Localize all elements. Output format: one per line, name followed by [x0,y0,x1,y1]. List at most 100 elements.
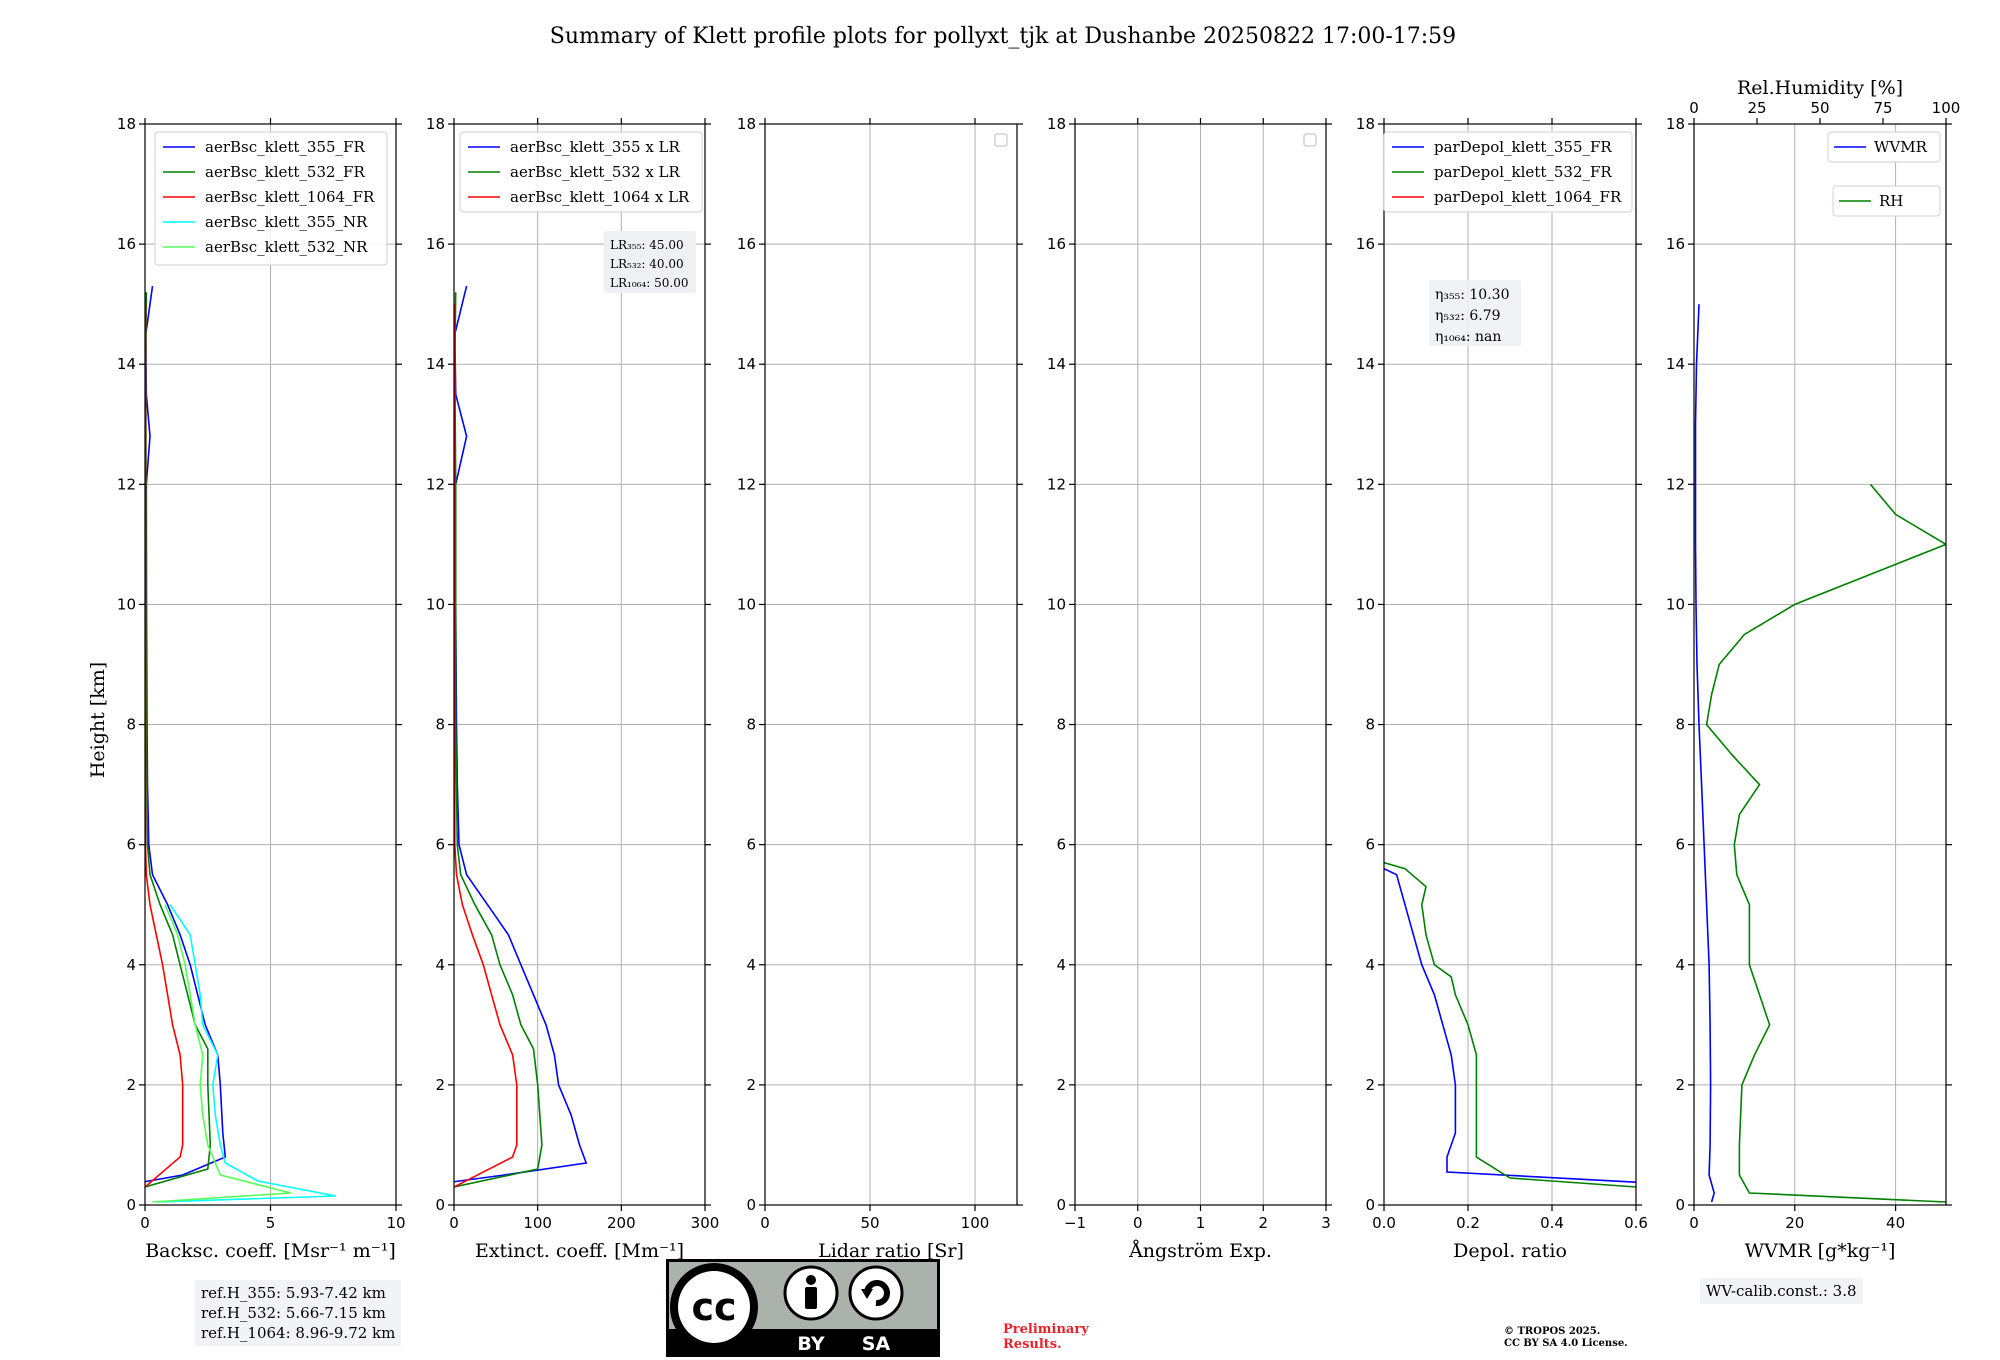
legend: aerBsc_klett_355 x LR aerBsc_klett_532 x … [459,131,703,213]
empty-legend-box [1303,133,1317,147]
legend-label-aerbsc-klett-355-x-lr: aerBsc_klett_355 x LR [510,138,681,156]
y-tick-label: 8 [1675,716,1685,734]
axes-frame [453,123,706,1206]
y-tick-label: 6 [746,836,756,854]
y-tick-label: 18 [1356,115,1375,133]
lidar-ratio-value: LR₅₃₂: 40.00 [610,257,684,271]
by-label: BY [797,1333,824,1355]
ref-h-532: ref.H_532: 5.66-7.15 km [201,1304,386,1322]
legend-box [459,131,703,213]
x-tick-label: 0 [1689,1214,1699,1232]
series-line-aerbsc-klett-355-x-lr [454,285,588,1183]
eta-value: η₅₃₂: 6.79 [1435,308,1501,324]
y-tick-label: 8 [435,716,445,734]
legend-label-aerbsc-klett-1064-x-lr: aerBsc_klett_1064 x LR [510,188,690,206]
legend-wvmr: WVMR [1827,131,1941,163]
x-tick-label: 5 [266,1214,276,1232]
x-axis-label: Depol. ratio [1453,1240,1567,1262]
cc-logo-inner [678,1271,750,1343]
sa-share-alike-icon [864,1280,890,1307]
legend-box [1827,131,1941,163]
y-tick-label: 4 [435,956,445,974]
y-tick-label: 4 [1056,956,1066,974]
y-tick-label: 4 [1365,956,1375,974]
top-x-tick-label: 0 [1689,99,1699,117]
wv-calibration-box: WV-calib.const.: 3.8 [1700,1278,1863,1304]
x-axis-label: Lidar ratio [Sr] [818,1240,964,1262]
legend-label: WVMR [1874,138,1928,156]
legend-rh: RH [1832,185,1941,217]
y-tick-label: 2 [1056,1076,1066,1094]
y-tick-label: 10 [117,595,136,613]
x-tick-label: 200 [607,1214,636,1232]
y-tick-label: 0 [1675,1196,1685,1214]
eta-value: η₁₀₆₄: nan [1435,329,1501,345]
y-axis-label: Height [km] [87,662,109,778]
y-tick-label: 2 [746,1076,756,1094]
y-tick-label: 2 [435,1076,445,1094]
x-tick-label: 0.4 [1540,1214,1564,1232]
legend-label: RH [1879,192,1903,210]
y-tick-label: 16 [426,235,445,253]
y-tick-label: 0 [435,1196,445,1214]
x-axis-label: Extinct. coeff. [Mm⁻¹] [475,1240,684,1262]
y-tick-label: 8 [1365,716,1375,734]
y-tick-label: 14 [1047,355,1066,373]
sa-arrow-icon [861,1289,873,1299]
panel-backscatter: 0 2 4 6 8 10 12 14 16 18 0 5 10 Backsc. coeff. [Msr⁻¹… [117,115,406,1262]
annotation-bg [604,231,696,293]
x-tick-label: 0 [140,1214,150,1232]
legend-box [154,131,388,266]
y-tick-label: 12 [1356,475,1375,493]
series-line-wvmr [1694,304,1716,1203]
y-tick-label: 2 [1365,1076,1375,1094]
y-tick-label: 14 [1666,355,1685,373]
x-tick-label: 40 [1886,1214,1905,1232]
x-tick-label: 0 [760,1214,770,1232]
annotation-bg [1429,280,1521,346]
y-tick-label: 8 [1056,716,1066,734]
series-line-aerbsc-klett-532-fr [145,292,212,1188]
y-tick-label: 8 [746,716,756,734]
y-tick-label: 18 [1047,115,1066,133]
legend-label-aerbsc-klett-532-fr: aerBsc_klett_532_FR [205,163,365,181]
x-tick-label: 20 [1785,1214,1804,1232]
panel-lidar-ratio: 0 2 4 6 8 10 12 14 16 18 0 50 100 Lidar ratio [Sr] [737,115,1023,1262]
y-tick-label: 16 [737,235,756,253]
y-tick-label: 10 [1356,595,1375,613]
legend: parDepol_klett_355_FR parDepol_klett_532_… [1383,131,1633,213]
y-tick-label: 14 [117,355,136,373]
y-tick-label: 12 [1047,475,1066,493]
legend-box [1832,185,1941,217]
y-tick-label: 14 [737,355,756,373]
x-tick-label: 2 [1258,1214,1268,1232]
empty-legend-box [994,133,1008,147]
x-tick-label: 100 [961,1214,990,1232]
cc-by-sa-license-badge: cc BY SA [666,1259,940,1357]
ref-h-355: ref.H_355: 5.93-7.42 km [201,1284,386,1302]
series-line-rh [1705,483,1946,1203]
x-tick-label: 100 [523,1214,552,1232]
legend-label-pardepol-klett-532-fr: parDepol_klett_532_FR [1434,163,1612,181]
y-tick-label: 0 [1056,1196,1066,1214]
y-tick-label: 6 [1675,836,1685,854]
y-tick-label: 10 [1047,595,1066,613]
panel-depol: 0 2 4 6 8 10 12 14 16 18 0.0 0.2 0.4 0.6 Depol. ratio p… [1356,115,1648,1262]
y-tick-label: 16 [1047,235,1066,253]
top-x-axis-label: Rel.Humidity [%] [1737,77,1903,99]
y-tick-label: 4 [746,956,756,974]
legend: aerBsc_klett_355_FR aerBsc_klett_532_FRae… [154,131,388,266]
y-tick-label: 10 [1666,595,1685,613]
y-tick-label: 12 [117,475,136,493]
y-tick-label: 12 [737,475,756,493]
y-tick-label: 18 [117,115,136,133]
x-tick-label: 10 [386,1214,405,1232]
series-line-aerbsc-klett-355-nr [157,904,336,1203]
top-x-tick-label: 50 [1810,99,1829,117]
panel-extinction: 0 2 4 6 8 10 12 14 16 18 0 100 200 300 Extinct. coeff.… [426,115,719,1262]
x-tick-label: 300 [691,1214,720,1232]
